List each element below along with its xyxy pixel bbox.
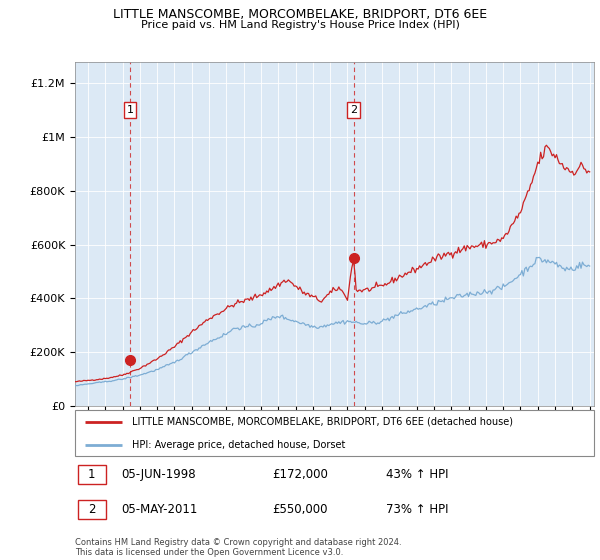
Text: 1: 1 [127, 105, 134, 115]
Text: £172,000: £172,000 [272, 468, 328, 481]
Text: 2: 2 [88, 503, 95, 516]
Text: 73% ↑ HPI: 73% ↑ HPI [386, 503, 449, 516]
Text: Contains HM Land Registry data © Crown copyright and database right 2024.
This d: Contains HM Land Registry data © Crown c… [75, 538, 401, 557]
Text: LITTLE MANSCOMBE, MORCOMBELAKE, BRIDPORT, DT6 6EE (detached house): LITTLE MANSCOMBE, MORCOMBELAKE, BRIDPORT… [132, 417, 513, 427]
Bar [77, 500, 106, 520]
Text: HPI: Average price, detached house, Dorset: HPI: Average price, detached house, Dors… [132, 440, 346, 450]
Text: 1: 1 [88, 468, 95, 481]
Text: £550,000: £550,000 [272, 503, 328, 516]
Text: 05-MAY-2011: 05-MAY-2011 [122, 503, 198, 516]
Text: Price paid vs. HM Land Registry's House Price Index (HPI): Price paid vs. HM Land Registry's House … [140, 20, 460, 30]
Text: 43% ↑ HPI: 43% ↑ HPI [386, 468, 449, 481]
Text: 05-JUN-1998: 05-JUN-1998 [122, 468, 196, 481]
Bar [77, 465, 106, 484]
Text: LITTLE MANSCOMBE, MORCOMBELAKE, BRIDPORT, DT6 6EE: LITTLE MANSCOMBE, MORCOMBELAKE, BRIDPORT… [113, 8, 487, 21]
Text: 2: 2 [350, 105, 357, 115]
